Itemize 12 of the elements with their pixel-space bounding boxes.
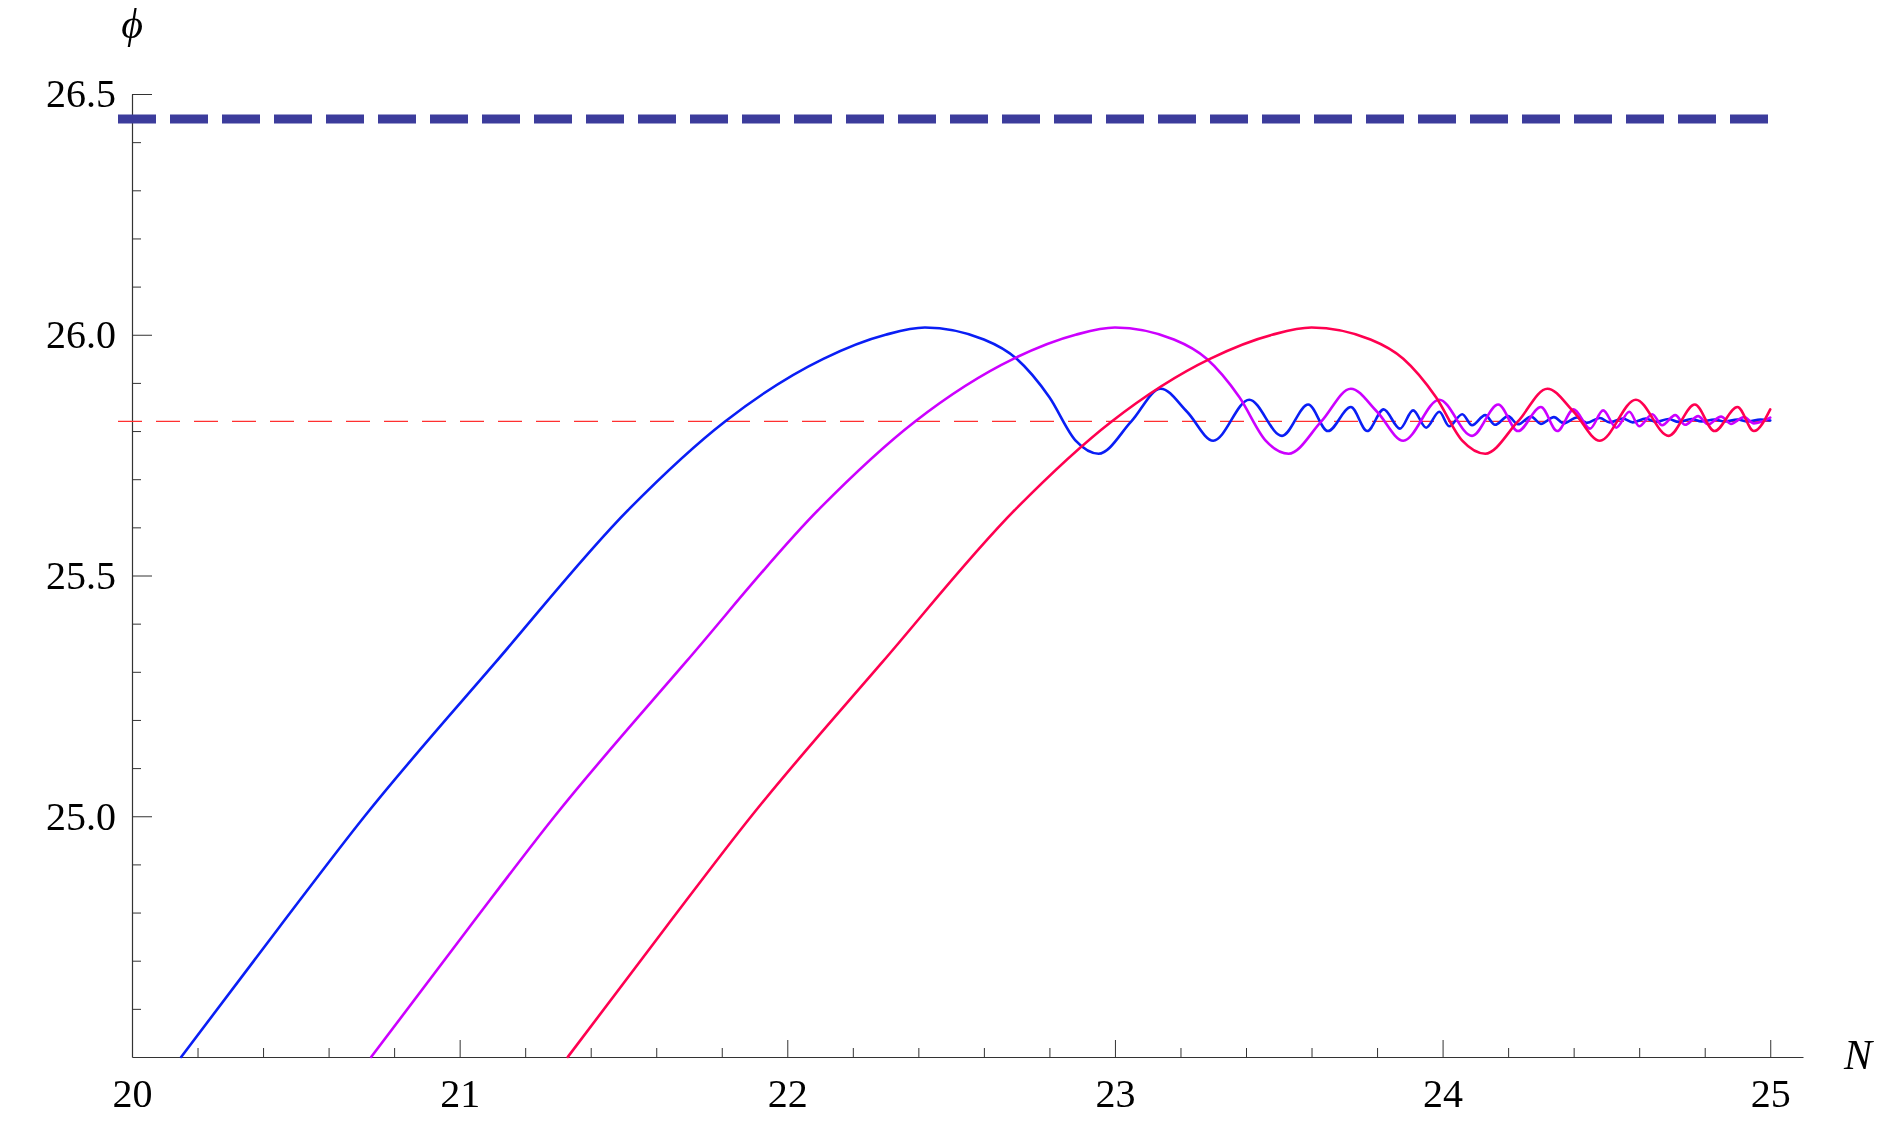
x-tick-label: 21	[440, 1071, 481, 1117]
y-tick-label: 25.0	[46, 793, 116, 839]
y-tick-label: 26.0	[46, 312, 116, 358]
x-tick-label: 23	[1095, 1071, 1136, 1117]
y-axis-title: ϕ	[121, 1, 143, 47]
x-axis-title: N	[1842, 1032, 1874, 1078]
x-tick-label: 25	[1750, 1071, 1791, 1117]
y-tick-label: 26.5	[46, 71, 116, 117]
x-tick-label: 20	[112, 1071, 153, 1117]
x-tick-label: 24	[1423, 1071, 1464, 1117]
y-tick-label: 25.5	[46, 552, 116, 598]
x-tick-label: 22	[767, 1071, 808, 1117]
